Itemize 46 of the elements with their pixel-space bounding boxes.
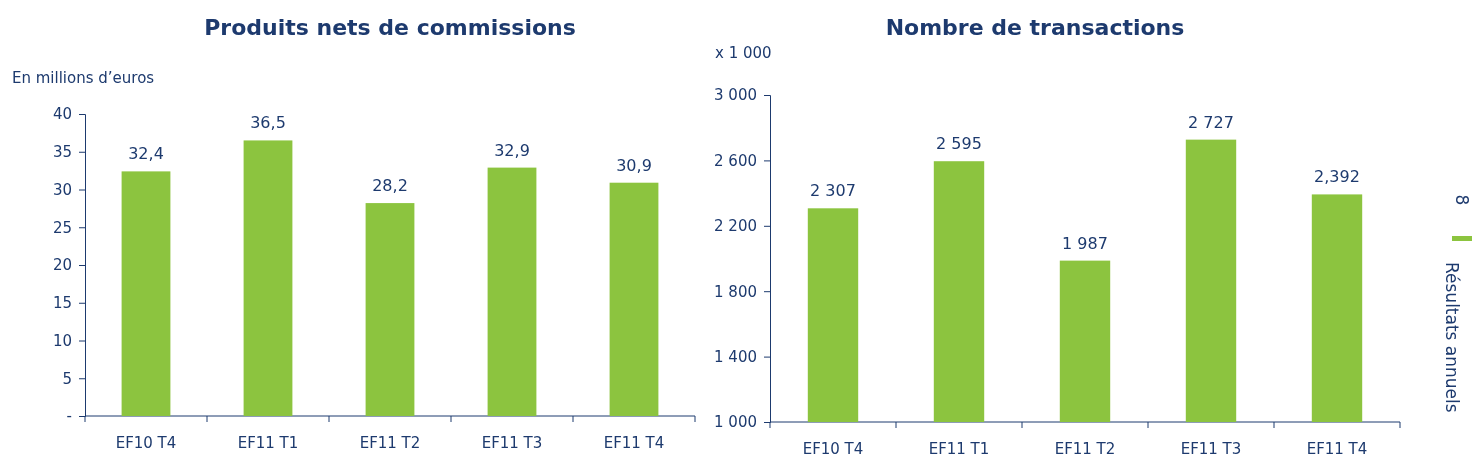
y-tick-label: 2 200 — [714, 217, 757, 236]
data-label: 2 727 — [1188, 112, 1234, 132]
data-label: 28,2 — [372, 176, 408, 196]
text: 8 — [1452, 194, 1472, 206]
bar — [243, 140, 293, 416]
x-tick-label: EF11 T3 — [1180, 440, 1242, 457]
x-tick-label: EF11 T2 — [359, 434, 421, 452]
y-tick-label: 1 400 — [714, 347, 757, 366]
data-label: 2 595 — [936, 134, 982, 154]
y-tick-label: 20 — [52, 256, 72, 275]
bar — [609, 182, 659, 416]
y-tick-label: 40 — [52, 105, 72, 124]
x-tick-label: EF11 T1 — [237, 434, 299, 452]
data-label: 1 987 — [1062, 233, 1108, 253]
x-tick-label: EF11 T2 — [1054, 440, 1116, 457]
data-label: 30,9 — [616, 155, 652, 175]
data-label: 32,9 — [494, 140, 530, 160]
x-tick-label: EF11 T4 — [603, 434, 665, 452]
y-tick-label: 10 — [52, 331, 72, 350]
y-tick-label: 1 000 — [714, 413, 757, 432]
bar — [365, 203, 415, 416]
data-label: 2,392 — [1314, 167, 1360, 187]
y-tick-label: 25 — [52, 218, 72, 237]
data-label: 2 307 — [810, 181, 856, 201]
y-tick-label: 3 000 — [714, 86, 757, 105]
x-tick-label: EF11 T1 — [928, 440, 990, 457]
y-tick-label: 1 800 — [714, 282, 757, 301]
chart-title: Produits nets de commissions — [204, 15, 576, 40]
x-tick-label: EF10 T4 — [802, 440, 864, 457]
y-axis-title: x 1 000 — [715, 44, 772, 62]
y-tick-label: 30 — [52, 180, 72, 199]
y-tick-label: 15 — [52, 294, 72, 313]
x-tick-label: EF11 T4 — [1306, 440, 1368, 457]
y-axis-title: En millions d’euros — [12, 69, 155, 87]
bar — [121, 171, 171, 416]
data-label: 36,5 — [250, 113, 286, 133]
bar — [487, 167, 537, 416]
chart-title: Nombre de transactions — [885, 15, 1185, 40]
y-tick-label: 35 — [52, 143, 72, 162]
text: Résultats annuels — [1442, 262, 1462, 413]
y-tick-label: - — [66, 407, 72, 426]
y-tick-label: 2 600 — [714, 151, 757, 170]
x-tick-label: EF11 T3 — [481, 434, 543, 452]
data-label: 32,4 — [128, 144, 164, 164]
x-tick-label: EF10 T4 — [115, 434, 177, 452]
y-tick-label: 5 — [62, 369, 72, 388]
